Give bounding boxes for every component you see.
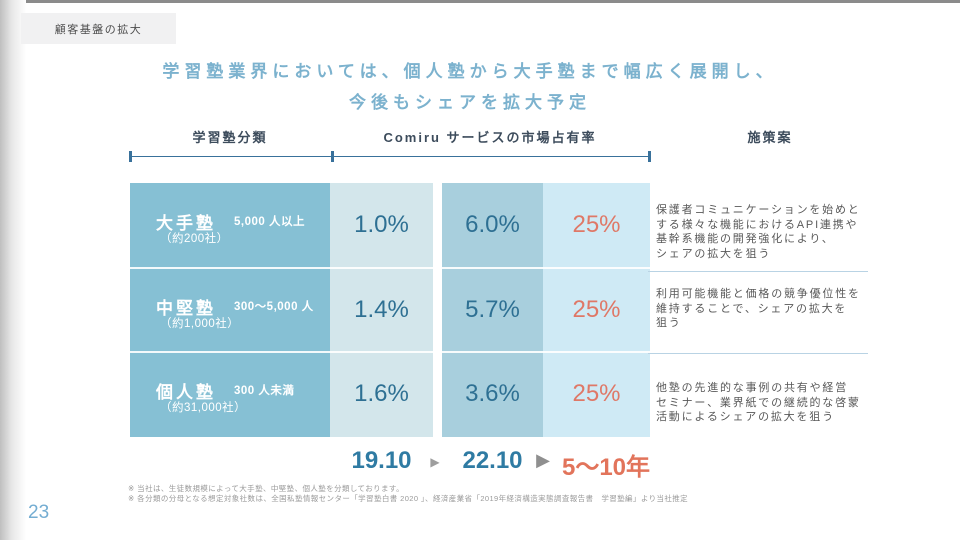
share-2210-individual: 3.6% <box>465 380 520 408</box>
table-column-divider <box>433 183 442 437</box>
ruler-tick-right <box>648 151 651 162</box>
table-row-label-major: 大手塾 （約200社） 5,000 人以上 <box>130 183 330 268</box>
share-1910-mid: 1.4% <box>354 295 409 323</box>
table-row-label-mid: 中堅塾 （約1,000社） 300～5,000 人 <box>130 268 330 353</box>
measure-divider-1 <box>648 271 868 272</box>
table-row-label-individual: 個人塾 （約31,000社） 300 人未満 <box>130 352 330 437</box>
timeline-target-period: 5〜10年 <box>561 454 651 481</box>
share-1910-major: 1.0% <box>354 211 409 239</box>
row-separator-1 <box>130 266 650 269</box>
column-header-market-share: Comiru サービスの市場占有率 <box>383 130 597 145</box>
share-2210-major: 6.0% <box>465 211 520 239</box>
ruler-tick-left <box>129 151 132 162</box>
slide-title-line1: 学習塾業界においては、個人塾から大手塾まで幅広く展開し、 <box>162 62 778 81</box>
timeline-2210: 22.10 <box>462 447 523 474</box>
share-1910-individual: 1.6% <box>354 380 409 408</box>
row-name: 中堅塾 <box>156 298 216 318</box>
target-share-mid: 25% <box>572 295 621 323</box>
table-column-share-1910 <box>330 183 433 437</box>
row-company-count: （約1,000社） <box>160 317 240 330</box>
left-edge-shadow <box>0 0 26 540</box>
table-column-share-2210 <box>442 183 543 437</box>
row-name: 大手塾 <box>156 214 216 233</box>
arrow-right-icon: ▶ <box>430 455 440 469</box>
measure-text-individual: 他塾の先進的な事例の共有や経営 セミナー、業界紙での継続的な啓蒙 活動によるシェ… <box>656 382 861 424</box>
table-column-labels <box>130 183 330 437</box>
row-company-count: （約200社） <box>160 233 229 245</box>
timeline-1910: 19.10 <box>351 447 412 474</box>
row-name: 個人塾 <box>156 383 216 403</box>
measure-text-major: 保護者コミュニケーションを始めと する様々な機能におけるAPI連携や 基幹系機能… <box>656 204 861 260</box>
row-separator-2 <box>130 351 650 354</box>
footnote-2: ※ 各分類の分母となる想定対象社数は、全国私塾情報センター「学習塾白書 2020… <box>128 494 689 503</box>
measure-divider-2 <box>648 353 868 354</box>
table-column-target <box>543 183 650 437</box>
ruler-segment-classification <box>130 156 332 157</box>
column-header-classification: 学習塾分類 <box>192 130 268 145</box>
top-border <box>0 0 960 3</box>
arrow-right-icon: ▶ <box>536 450 550 470</box>
row-company-count: （約31,000社） <box>160 402 247 415</box>
footnote-1: ※ 当社は、生徒数規模によって大手塾、中堅塾、個人塾を分類しております。 <box>128 484 404 493</box>
slide-title-line2: 今後もシェアを拡大予定 <box>349 93 591 112</box>
share-2210-mid: 5.7% <box>465 295 520 323</box>
target-share-major: 25% <box>572 211 621 239</box>
page-number: 23 <box>28 502 50 523</box>
column-header-measures: 施策案 <box>747 130 793 145</box>
target-share-individual: 25% <box>572 380 621 408</box>
ruler-tick-middle <box>331 151 334 162</box>
row-size: 300～5,000 人 <box>234 300 314 313</box>
section-badge: 顧客基盤の拡大 <box>21 13 176 44</box>
row-size: 5,000 人以上 <box>234 216 305 228</box>
row-size: 300 人未満 <box>234 385 295 398</box>
measure-text-mid: 利用可能機能と価格の競争優位性を 維持することで、シェアの拡大を 狙う <box>656 288 861 330</box>
ruler-segment-share <box>332 156 650 157</box>
